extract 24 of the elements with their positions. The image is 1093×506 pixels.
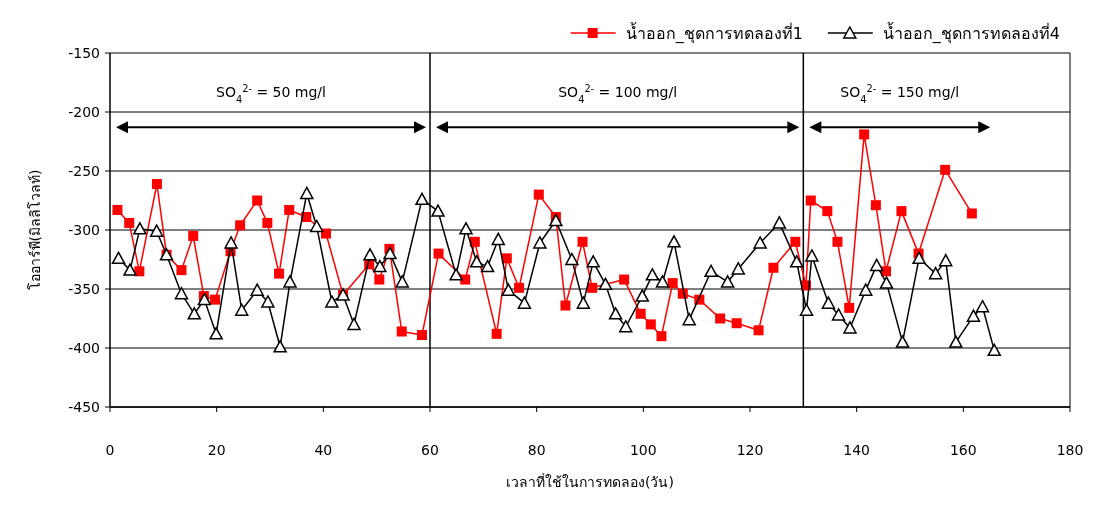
x-tick-label: 60 [421, 442, 439, 458]
y-tick-label: -350 [68, 281, 100, 297]
y-tick-label: -400 [68, 340, 100, 356]
y-axis-title: โออาร์พี(มิลลิโวลท์) [27, 169, 43, 291]
annotation: SO$_{4}$$^{2-}$ = 50 mg/l [216, 82, 326, 105]
x-tick-label: 20 [207, 442, 226, 458]
x-tick-label: 0 [105, 442, 115, 458]
x-tick-label: 100 [629, 442, 657, 458]
annotation: SO$_{4}$$^{2-}$ = 100 mg/l [558, 82, 678, 105]
legend-label: น้ำออก_ชุดการทดลองที่4 [882, 22, 1060, 44]
y-tick-label: -250 [68, 163, 100, 179]
x-tick-label: 120 [736, 442, 764, 458]
legend-label: น้ำออก_ชุดการทดลองที่1 [625, 22, 803, 44]
y-tick-label: -200 [68, 104, 100, 120]
x-tick-label: 140 [843, 442, 871, 458]
annotation: SO$_{4}$$^{2-}$ = 150 mg/l [840, 82, 960, 105]
x-tick-label: 40 [314, 442, 333, 458]
x-tick-label: 80 [527, 442, 546, 458]
x-axis-title: เวลาที่ใช้ในการทดลอง(วัน) [506, 473, 674, 490]
x-tick-label: 160 [949, 442, 977, 458]
y-tick-label: -150 [68, 45, 100, 61]
x-tick-label: 180 [1056, 442, 1084, 458]
y-tick-label: -450 [68, 399, 100, 415]
y-tick-label: -300 [68, 222, 100, 238]
